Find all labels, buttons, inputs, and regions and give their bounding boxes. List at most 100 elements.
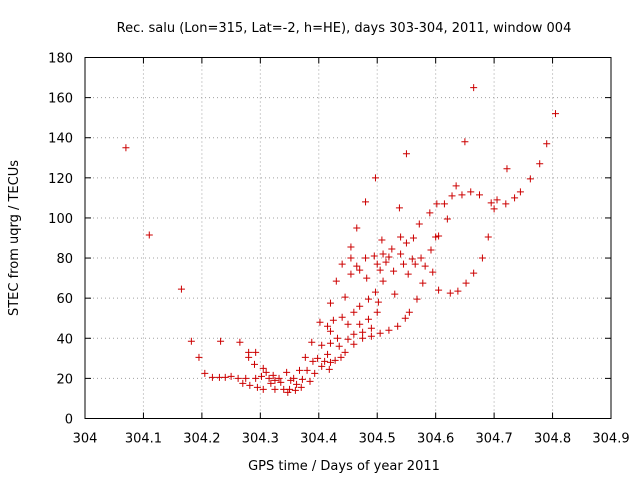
data-point xyxy=(195,353,203,361)
data-point xyxy=(382,258,390,266)
data-point xyxy=(432,233,440,241)
data-point xyxy=(426,209,434,217)
data-point xyxy=(401,314,409,322)
data-point xyxy=(316,318,324,326)
data-point xyxy=(376,329,384,337)
data-point xyxy=(391,290,399,298)
data-point xyxy=(314,354,322,362)
data-point xyxy=(347,243,355,251)
data-point xyxy=(298,375,306,383)
data-point xyxy=(262,368,270,376)
x-tick-label: 304.6 xyxy=(417,432,454,447)
data-point xyxy=(215,373,223,381)
data-point xyxy=(415,220,423,228)
axis-ticks: 304 304.1 304.2 304.3 304.4 304.5 304.6 304.7 30… xyxy=(48,52,629,447)
data-point xyxy=(301,353,309,361)
data-point xyxy=(275,374,283,382)
data-point xyxy=(359,328,367,336)
data-point xyxy=(321,357,329,365)
data-point xyxy=(400,260,408,268)
data-point xyxy=(454,287,462,295)
data-point xyxy=(329,316,337,324)
data-point xyxy=(246,381,254,389)
data-point xyxy=(470,84,478,92)
data-point xyxy=(419,279,427,287)
data-point xyxy=(303,366,311,374)
data-point xyxy=(283,368,291,376)
data-point xyxy=(325,365,333,373)
data-point xyxy=(516,188,524,196)
data-point xyxy=(265,374,273,382)
data-point xyxy=(242,374,250,382)
data-point xyxy=(376,266,384,274)
data-point xyxy=(335,342,343,350)
data-point xyxy=(378,236,386,244)
data-point xyxy=(311,369,319,377)
data-point xyxy=(493,196,501,204)
data-point xyxy=(411,260,419,268)
data-point xyxy=(332,277,340,285)
data-point xyxy=(448,192,456,200)
data-point xyxy=(234,374,242,382)
x-tick-label: 304.2 xyxy=(183,432,220,447)
data-point xyxy=(397,233,405,241)
data-point xyxy=(413,295,421,303)
data-point xyxy=(350,308,358,316)
data-point xyxy=(417,254,425,262)
data-point xyxy=(250,360,258,368)
data-point xyxy=(364,295,372,303)
data-point xyxy=(326,327,334,335)
data-point xyxy=(373,308,381,316)
data-point xyxy=(374,298,382,306)
data-point xyxy=(490,205,498,213)
data-point xyxy=(367,324,375,332)
data-point xyxy=(394,322,402,330)
x-tick-label: 304.3 xyxy=(242,432,279,447)
data-point xyxy=(405,308,413,316)
data-point xyxy=(526,175,534,183)
x-axis-label: GPS time / Days of year 2011 xyxy=(248,459,440,474)
data-point xyxy=(221,373,229,381)
data-point xyxy=(503,165,511,173)
data-point xyxy=(253,383,261,391)
data-point xyxy=(331,356,339,364)
data-point xyxy=(318,362,326,370)
data-point xyxy=(421,262,429,270)
data-point xyxy=(326,299,334,307)
y-tick-label: 180 xyxy=(48,52,73,67)
data-point xyxy=(326,339,334,347)
data-point xyxy=(362,254,370,262)
x-tick-label: 304.7 xyxy=(476,432,513,447)
x-tick-label: 304.8 xyxy=(534,432,571,447)
grid-lines xyxy=(85,57,611,419)
data-point xyxy=(297,383,305,391)
data-point xyxy=(476,191,483,199)
data-point xyxy=(284,388,292,396)
data-point xyxy=(350,330,358,338)
data-point xyxy=(290,374,298,382)
data-point xyxy=(239,379,247,387)
data-point xyxy=(467,188,475,196)
data-point xyxy=(347,270,355,278)
x-tick-label: 304.9 xyxy=(592,432,629,447)
data-point xyxy=(308,338,316,346)
data-point xyxy=(379,277,387,285)
data-point xyxy=(258,372,266,380)
data-point xyxy=(187,337,195,345)
data-point xyxy=(259,364,267,372)
data-point xyxy=(367,332,375,340)
data-point xyxy=(409,234,417,242)
data-point xyxy=(379,250,387,258)
data-point xyxy=(338,260,346,268)
data-point xyxy=(326,358,334,366)
data-point xyxy=(487,199,495,207)
data-point xyxy=(402,239,410,247)
data-point xyxy=(363,274,371,282)
data-point xyxy=(402,150,410,158)
y-tick-label: 20 xyxy=(56,372,73,387)
y-tick-label: 120 xyxy=(48,172,73,187)
data-point xyxy=(433,200,441,208)
data-point xyxy=(217,337,225,345)
data-point xyxy=(356,266,364,274)
